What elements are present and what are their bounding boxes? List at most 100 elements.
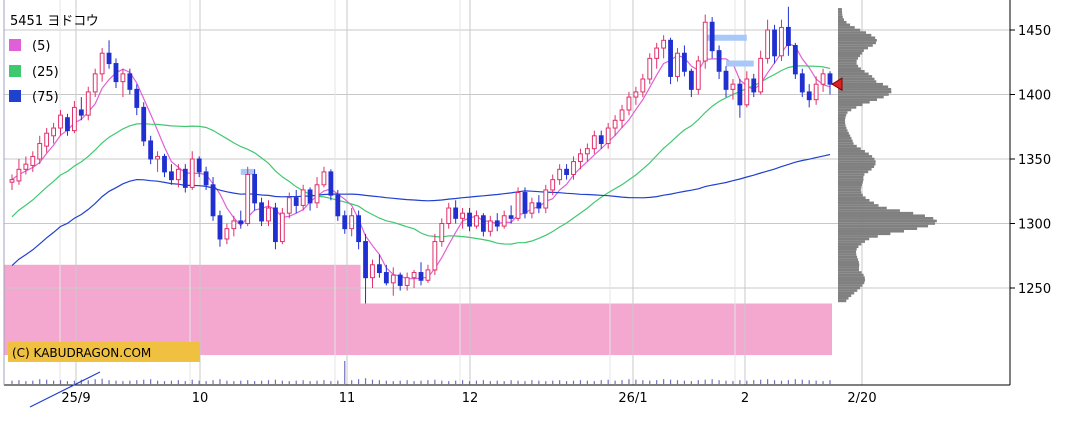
candle <box>557 164 563 185</box>
candle <box>92 68 98 98</box>
candle-body <box>51 127 56 137</box>
candle <box>425 264 431 283</box>
candle-body <box>779 26 784 57</box>
candle-body <box>252 173 258 204</box>
candle-body <box>820 73 826 85</box>
candle <box>598 130 604 149</box>
profile-bin <box>838 134 851 138</box>
candle <box>723 66 729 98</box>
candle <box>321 166 327 188</box>
candle <box>688 68 694 98</box>
profile-bin <box>838 13 843 16</box>
profile-bin <box>838 142 854 145</box>
profile-bin <box>838 250 857 254</box>
profile-bin <box>838 276 865 279</box>
profile-bin <box>838 39 877 42</box>
candle-body <box>134 88 140 108</box>
candle <box>148 135 154 165</box>
profile-bin <box>838 131 849 135</box>
candle <box>231 215 237 237</box>
candle <box>71 100 77 134</box>
profile-bin <box>838 155 873 158</box>
candle-body <box>522 192 528 214</box>
profile-bin <box>838 98 878 101</box>
candle-body <box>515 192 521 219</box>
candle <box>196 156 202 178</box>
candle <box>813 76 819 105</box>
candle-body <box>626 96 632 111</box>
profile-bin <box>838 263 860 267</box>
profile-bin <box>838 201 874 205</box>
profile-bin <box>838 237 870 241</box>
candle <box>328 169 334 201</box>
candle <box>162 153 167 178</box>
candle <box>106 40 112 69</box>
profile-bin <box>838 173 865 176</box>
x-tick-label: 10 <box>192 391 209 406</box>
candle <box>182 164 188 193</box>
profile-bin <box>838 88 892 91</box>
candle-body <box>356 215 362 243</box>
profile-bin <box>838 217 934 220</box>
candle-body <box>647 57 653 80</box>
candle-body <box>342 215 348 230</box>
profile-bin <box>838 284 863 287</box>
profile-bin <box>838 44 873 47</box>
candle <box>342 210 348 234</box>
candle <box>141 102 147 147</box>
candle <box>640 73 646 98</box>
candle <box>654 42 660 69</box>
candle-body <box>654 47 660 59</box>
candle-body <box>487 220 493 232</box>
profile-bin <box>838 266 860 269</box>
profile-bin <box>838 106 857 109</box>
legend-swatch-ma25 <box>9 65 21 77</box>
candle <box>266 200 271 227</box>
candle <box>210 177 216 221</box>
profile-bin <box>838 119 846 122</box>
candle <box>668 37 673 85</box>
profile-bin <box>838 170 869 174</box>
candle <box>487 215 493 237</box>
y-tick-label-1250: 1250 <box>1018 282 1051 297</box>
candle-body <box>71 106 77 132</box>
candle <box>127 68 133 95</box>
profile-bin <box>838 26 855 29</box>
candle-body <box>737 83 743 106</box>
candle-body <box>688 70 694 90</box>
candle-body <box>141 106 147 142</box>
candle-body <box>307 189 313 204</box>
candle <box>751 73 757 98</box>
profile-bin <box>838 193 863 197</box>
candle <box>370 259 375 288</box>
candle <box>78 97 84 121</box>
profile-bin <box>838 152 869 156</box>
candle <box>377 254 382 278</box>
candle <box>647 53 653 85</box>
candle-body <box>279 212 285 243</box>
candle-body <box>765 29 771 59</box>
profile-bin <box>838 204 879 207</box>
candle <box>279 208 285 245</box>
candle-body <box>99 52 105 75</box>
candle-body <box>23 163 29 170</box>
candle-body <box>751 78 757 93</box>
candle-body <box>695 60 701 90</box>
profile-bin <box>838 108 852 112</box>
x-tick-label: 2/20 <box>847 391 876 406</box>
candle-body <box>716 50 722 72</box>
candle <box>612 115 618 136</box>
candle <box>786 6 791 56</box>
candle-body <box>238 220 244 224</box>
candle-body <box>58 114 63 129</box>
profile-bin <box>838 75 873 78</box>
candle-body <box>189 158 195 188</box>
candle-body <box>432 241 438 271</box>
profile-bin <box>838 49 864 52</box>
profile-bin <box>838 160 876 163</box>
candle <box>245 166 251 227</box>
candle-body <box>571 161 576 175</box>
candle <box>307 187 313 211</box>
candle-body <box>266 207 271 222</box>
profile-bin <box>838 41 876 45</box>
